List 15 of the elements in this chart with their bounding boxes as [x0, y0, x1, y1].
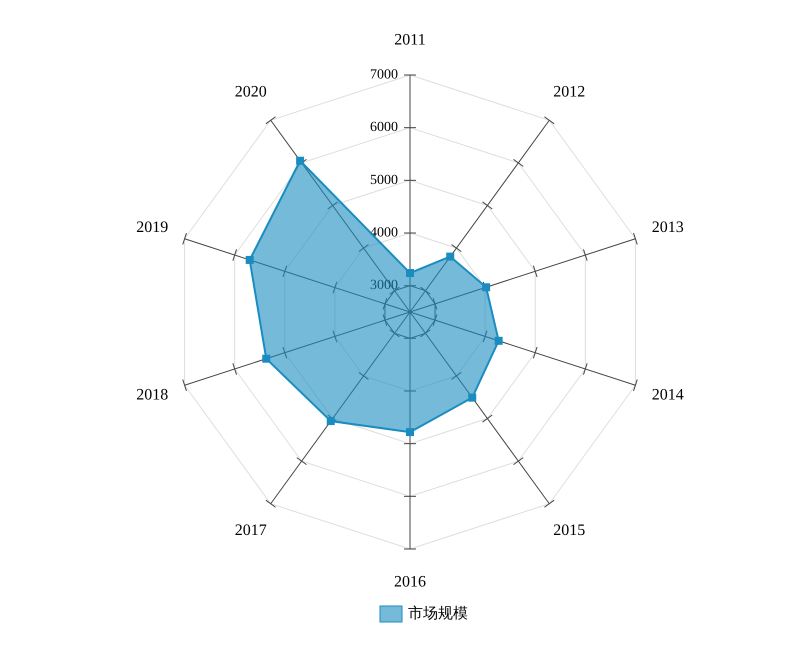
spoke-label: 2016: [394, 574, 426, 591]
spoke-label: 2019: [136, 218, 168, 236]
spoke-label: 2018: [136, 386, 168, 404]
spoke-label: 2017: [234, 522, 267, 539]
y-tick-label: 5000: [370, 172, 398, 188]
spoke-label: 2013: [652, 218, 684, 236]
legend-label: 市场规模: [408, 604, 468, 622]
spoke-label: 2014: [652, 386, 684, 404]
spoke-label: 2015: [553, 522, 586, 539]
y-tick-label: 6000: [370, 120, 398, 136]
spoke-label: 2011: [394, 32, 426, 49]
spoke-label: 2012: [553, 83, 586, 100]
y-tick-label: 7000: [370, 68, 398, 82]
spoke-label: 2020: [234, 83, 267, 100]
y-tick-label: 4000: [370, 226, 398, 240]
